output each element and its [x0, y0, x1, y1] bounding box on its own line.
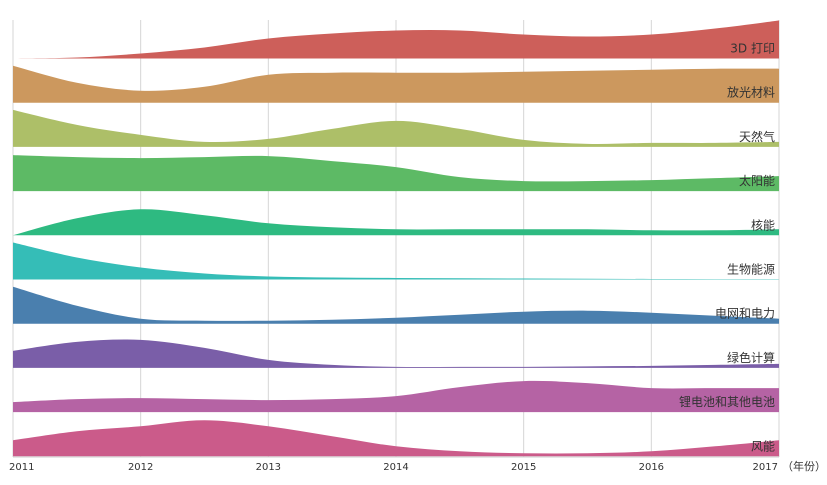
- series-area: [13, 339, 779, 368]
- x-tick-label: 2016: [639, 462, 664, 473]
- series-area: [13, 286, 779, 324]
- x-tick-label: 2012: [128, 462, 153, 473]
- x-tick-label: 2014: [383, 462, 408, 473]
- x-axis-label: （年份）: [782, 459, 826, 473]
- series-label: 绿色计算: [727, 350, 775, 365]
- series-area: [13, 420, 779, 457]
- x-tick-label: 2011: [9, 462, 34, 473]
- series-label: 生物能源: [727, 263, 775, 277]
- series-area: [13, 155, 779, 192]
- series-label: 电网和电力: [715, 307, 775, 321]
- series-area: [13, 65, 779, 103]
- series-label: 核能: [751, 218, 775, 232]
- series-label: 太阳能: [739, 173, 775, 188]
- series-label: 3D 打印: [730, 42, 775, 56]
- x-tick-label: 2013: [256, 462, 281, 473]
- series-label: 天然气: [739, 129, 775, 144]
- series-area: [13, 242, 779, 280]
- series-area: [13, 109, 779, 147]
- series-label: 风能: [751, 439, 775, 453]
- x-axis-ticks: 2011 2012 2013 2014 2015 2016 2017: [9, 462, 778, 473]
- series-area: [13, 380, 779, 413]
- series-label: 锂电池和其他电池: [679, 394, 775, 409]
- x-tick-label: 2015: [511, 462, 536, 473]
- series-area: [13, 20, 779, 59]
- series-label: 放光材料: [727, 85, 775, 100]
- x-tick-label: 2017: [753, 462, 778, 473]
- series-bands: [13, 20, 779, 457]
- series-area: [13, 209, 779, 236]
